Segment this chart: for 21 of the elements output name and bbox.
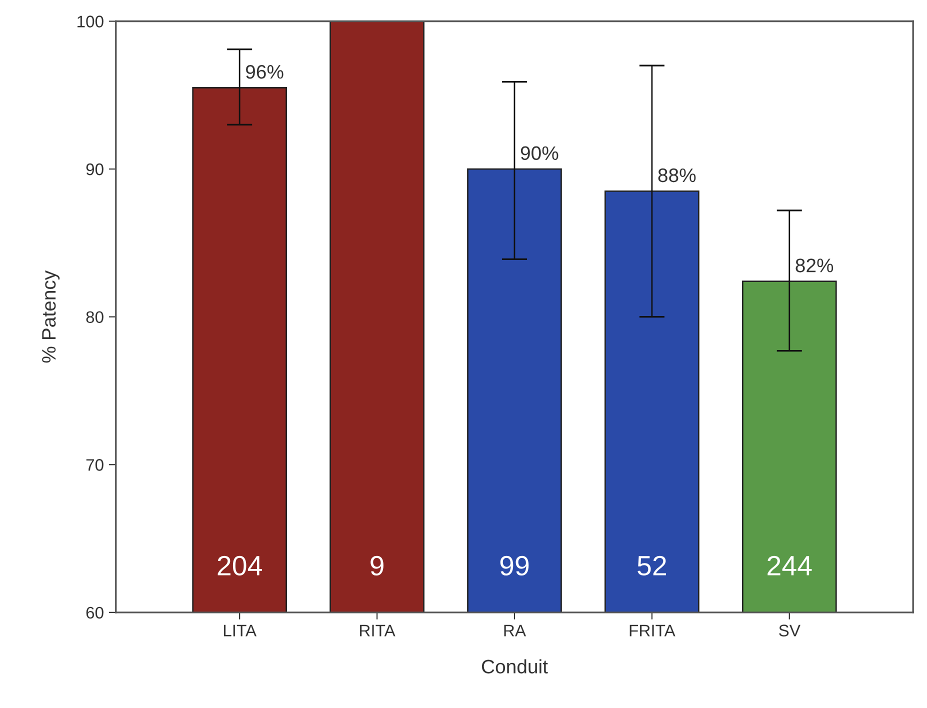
data-label: 96% xyxy=(246,64,284,79)
x-axis-title: Conduit xyxy=(482,659,548,674)
data-label: 88% xyxy=(658,168,696,182)
data-label: 90% xyxy=(520,146,558,160)
x-tick-label: FRITA xyxy=(630,624,676,636)
annotation: 204 xyxy=(218,556,262,576)
y-tick-label: 60 xyxy=(86,606,104,619)
annotation: 9 xyxy=(370,556,384,576)
x-tick-label: LITA xyxy=(224,624,257,636)
annotation: 52 xyxy=(638,556,666,576)
data-label: 82% xyxy=(796,258,834,272)
annotation: 244 xyxy=(768,556,812,576)
y-axis-title: % Patency xyxy=(42,270,60,363)
y-tick-label: 70 xyxy=(86,459,104,471)
y-tick-label: 80 xyxy=(86,311,104,324)
y-tick-label: 100 xyxy=(78,16,104,28)
x-tick-label: SV xyxy=(779,624,800,636)
x-tick-label: RITA xyxy=(360,624,396,636)
y-tick-label: 90 xyxy=(86,163,104,176)
x-tick-label: RA xyxy=(504,624,526,636)
annotation: 99 xyxy=(500,556,529,576)
